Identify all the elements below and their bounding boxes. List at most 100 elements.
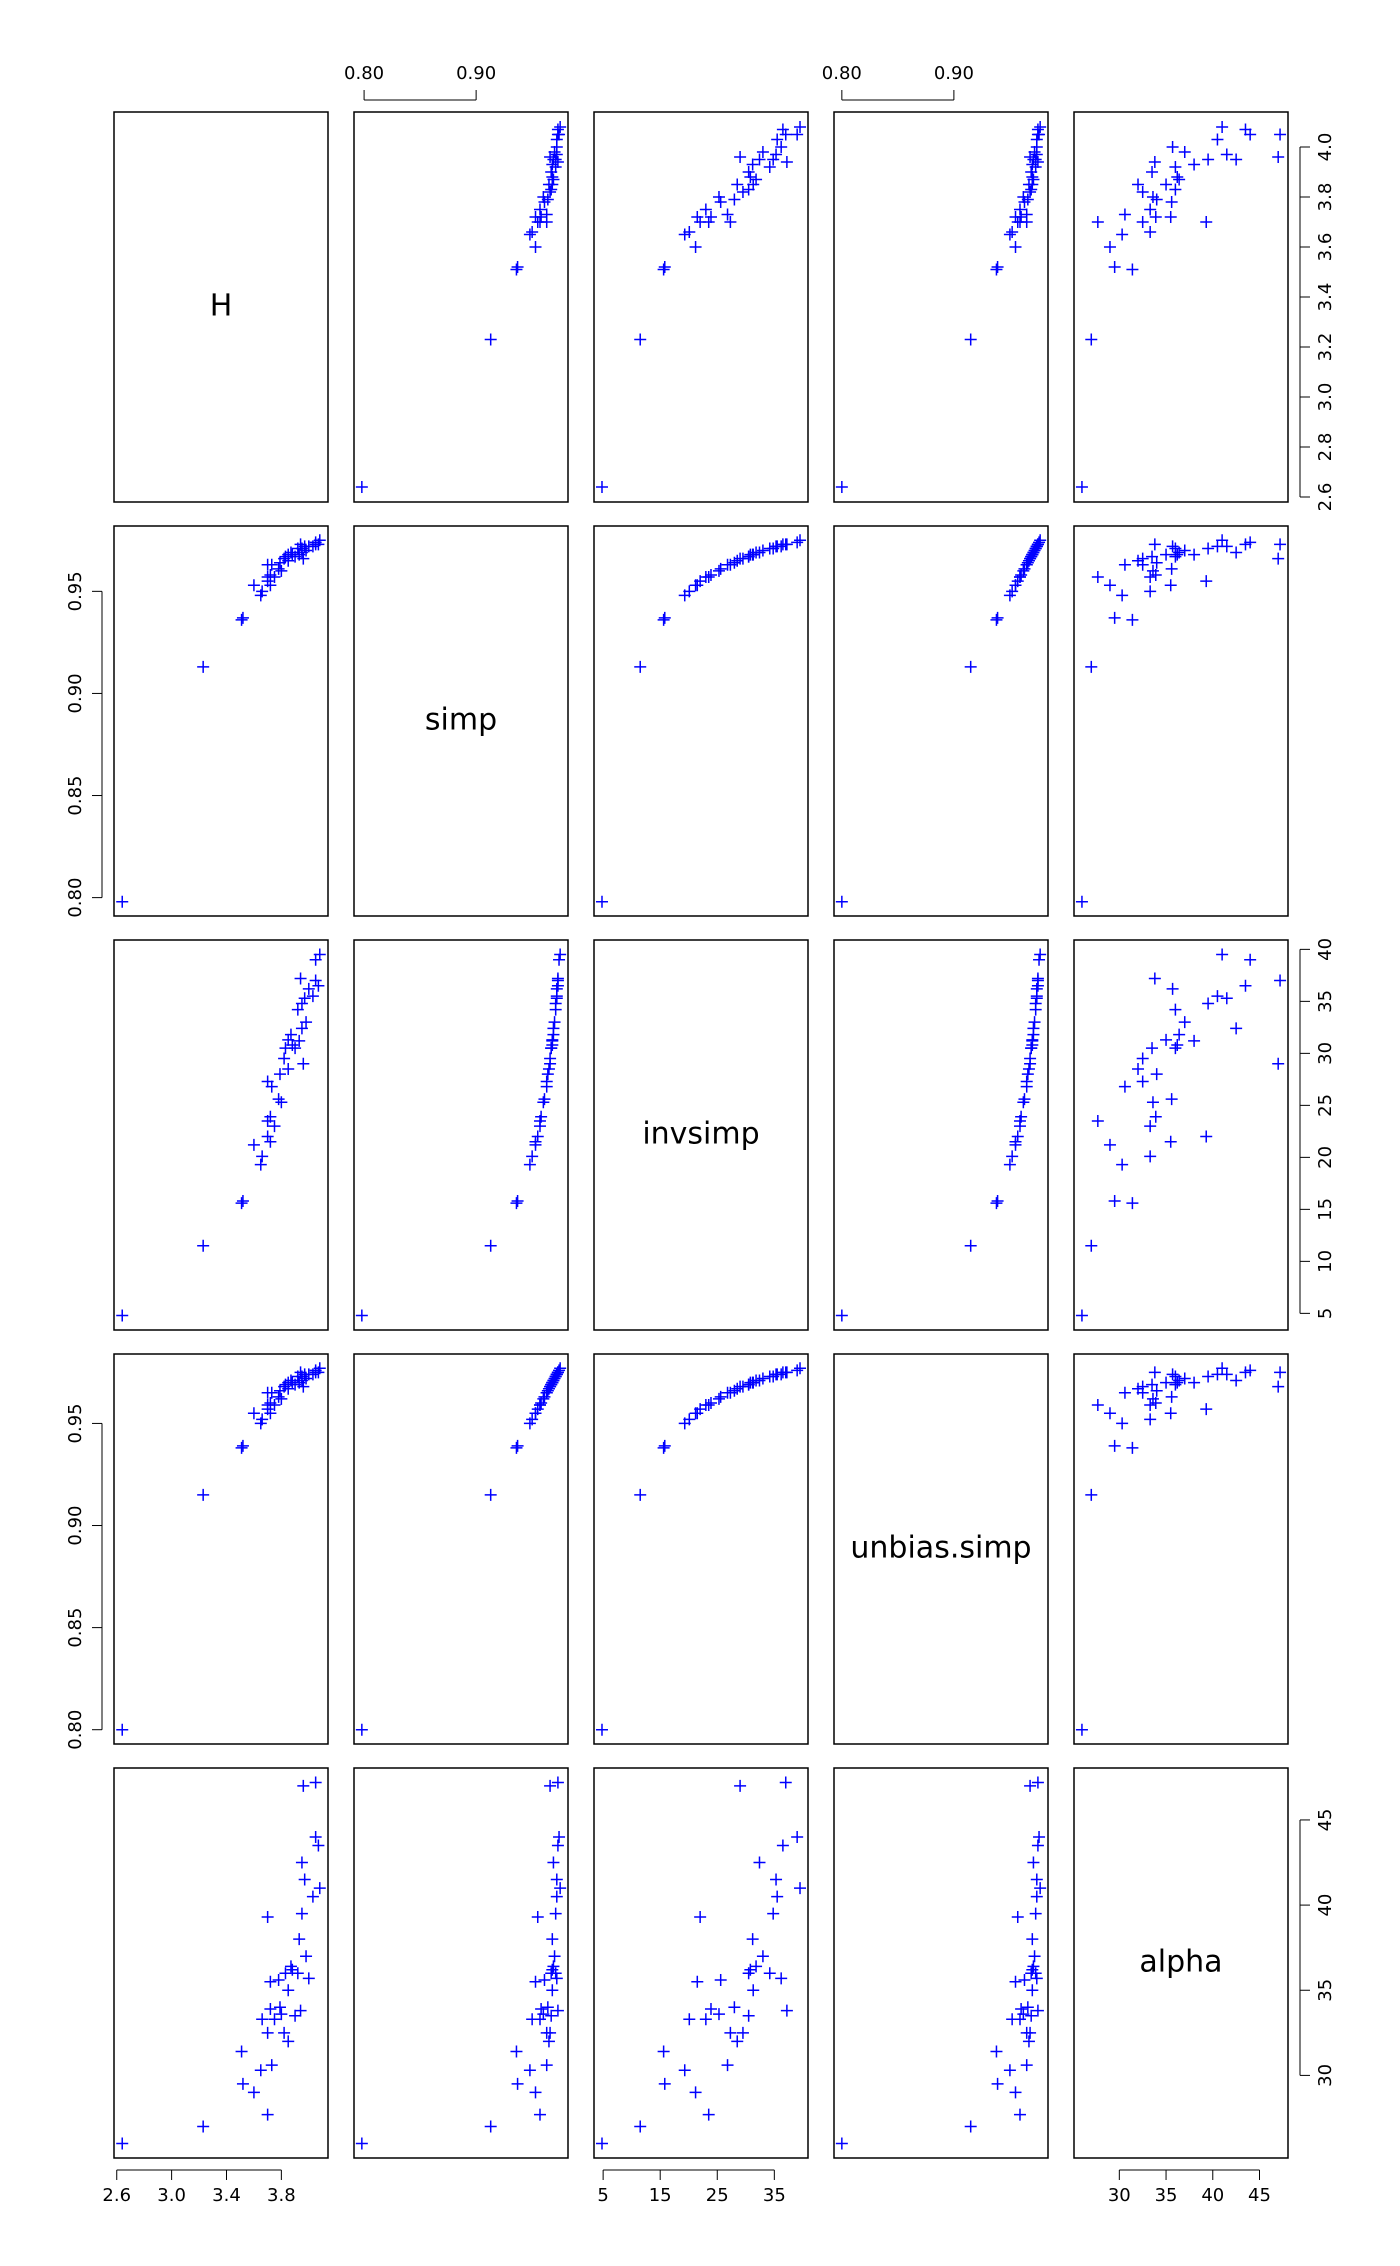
- point: [553, 1830, 566, 1843]
- point: [272, 1093, 285, 1106]
- point: [549, 1907, 562, 1920]
- point: [510, 2045, 523, 2058]
- point: [1030, 990, 1043, 1003]
- point: [1030, 133, 1043, 146]
- point: [1034, 121, 1047, 133]
- point: [742, 166, 755, 178]
- point: [1165, 1390, 1178, 1403]
- point: [1022, 178, 1035, 191]
- point: [1160, 1033, 1173, 1046]
- point: [779, 1366, 792, 1379]
- x-tick-label: 0.90: [456, 63, 496, 84]
- point: [550, 990, 563, 1003]
- point: [1075, 895, 1088, 908]
- point: [538, 1974, 551, 1987]
- point: [1136, 186, 1149, 198]
- point: [529, 1975, 542, 1988]
- point: [256, 1150, 269, 1163]
- point: [1244, 953, 1257, 966]
- point: [1108, 1195, 1121, 1208]
- point: [542, 2035, 555, 2048]
- point: [256, 1413, 269, 1426]
- point: [746, 548, 759, 561]
- point: [991, 1195, 1004, 1208]
- point: [540, 2059, 553, 2072]
- point: [1013, 2108, 1026, 2121]
- point: [1006, 585, 1019, 598]
- y-tick-label: 20: [1315, 1146, 1336, 1169]
- point: [1239, 979, 1252, 992]
- point: [791, 128, 804, 141]
- point: [1031, 1839, 1044, 1852]
- point: [1025, 183, 1038, 196]
- point: [1024, 552, 1037, 565]
- point: [309, 1776, 322, 1789]
- point: [1013, 571, 1026, 584]
- point: [535, 211, 548, 223]
- point: [1166, 982, 1179, 995]
- point: [278, 2026, 291, 2039]
- y-tick-label: 15: [1315, 1198, 1336, 1221]
- point: [1075, 481, 1088, 493]
- point: [554, 948, 567, 961]
- point: [771, 540, 784, 553]
- point: [1020, 1080, 1033, 1093]
- point: [297, 552, 310, 565]
- point: [1118, 1386, 1131, 1399]
- point: [1126, 1441, 1139, 1454]
- y-tick-label: 40: [1315, 1894, 1336, 1917]
- point: [1200, 1130, 1213, 1143]
- point: [712, 564, 725, 577]
- point: [595, 2137, 608, 2150]
- point: [756, 1372, 769, 1385]
- point: [236, 1439, 249, 1452]
- point: [1013, 2013, 1026, 2026]
- point: [116, 1309, 129, 1322]
- point: [1116, 228, 1129, 241]
- point: [1272, 151, 1285, 163]
- point: [1030, 1890, 1043, 1903]
- point: [1148, 972, 1161, 985]
- point: [1024, 186, 1037, 198]
- point: [1028, 1016, 1041, 1029]
- point: [1148, 156, 1161, 168]
- point: [306, 990, 319, 1003]
- point: [1091, 571, 1104, 584]
- point: [1091, 1114, 1104, 1127]
- point: [776, 1839, 789, 1852]
- point: [1274, 128, 1287, 141]
- point: [595, 1723, 608, 1736]
- point: [746, 1376, 759, 1389]
- point: [691, 211, 704, 223]
- point: [753, 153, 766, 166]
- point: [1017, 2008, 1030, 2021]
- point: [1009, 1975, 1022, 1988]
- point: [775, 1972, 788, 1985]
- y-tick-label: 35: [1315, 1979, 1336, 2002]
- point: [1211, 540, 1224, 553]
- x-tick-label: 0.80: [344, 63, 384, 84]
- point: [235, 613, 248, 626]
- point: [699, 203, 712, 216]
- point: [835, 2137, 848, 2150]
- point: [268, 1399, 281, 1412]
- point: [1132, 1062, 1145, 1075]
- point: [1021, 1068, 1034, 1081]
- point: [1103, 1138, 1116, 1151]
- point: [704, 2002, 717, 2015]
- point: [1150, 1384, 1163, 1397]
- point: [794, 121, 807, 133]
- point: [1028, 544, 1041, 557]
- point: [770, 1873, 783, 1886]
- point: [756, 544, 769, 557]
- point: [1108, 261, 1121, 273]
- point: [302, 1972, 315, 1985]
- point: [731, 1382, 744, 1395]
- point: [1029, 153, 1042, 166]
- point: [1202, 542, 1215, 555]
- point: [531, 1911, 544, 1924]
- point: [235, 2045, 248, 2058]
- point: [546, 1933, 559, 1946]
- point: [256, 2013, 269, 2026]
- point: [1015, 1110, 1028, 1123]
